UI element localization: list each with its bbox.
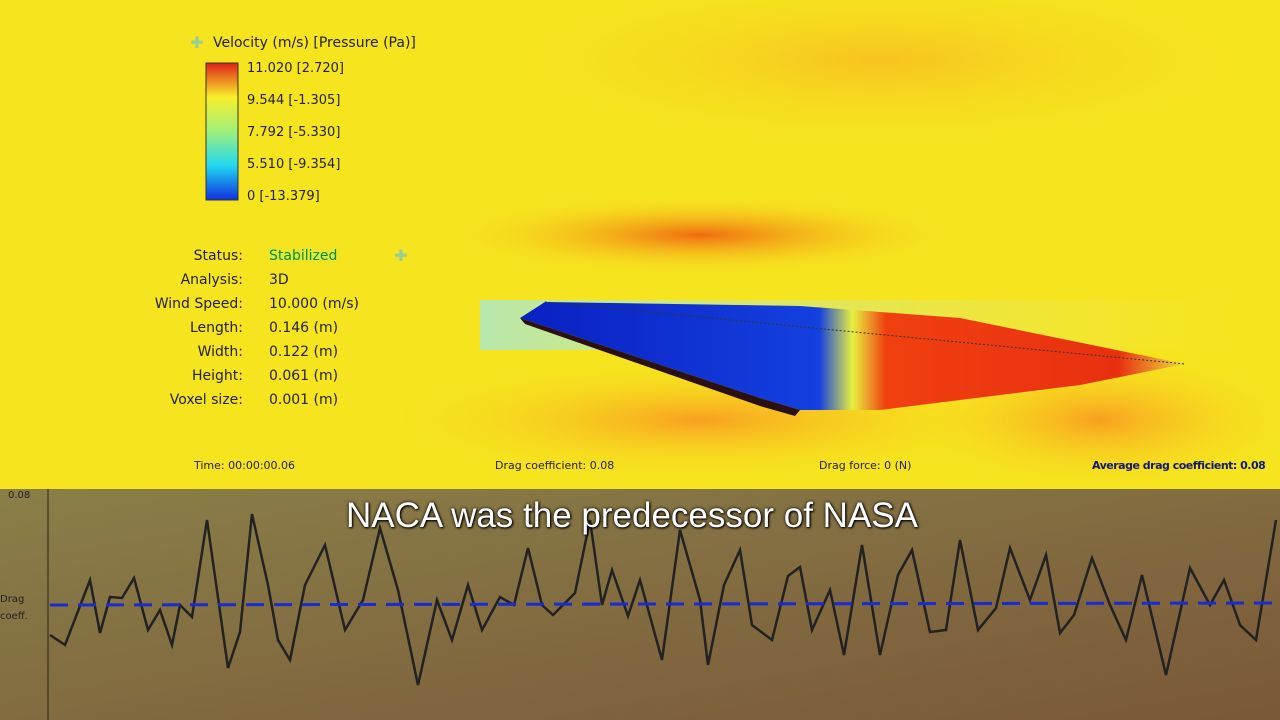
drag-trace <box>49 513 1278 686</box>
status-key: Status: <box>193 248 243 264</box>
status-key: Wind Speed: <box>154 296 243 312</box>
status-value: 0.001 (m) <box>269 392 339 408</box>
status-key: Length: <box>189 320 243 336</box>
graph-y-label: coeff. <box>0 611 28 622</box>
wing-edge <box>520 318 800 416</box>
status-value: 10.000 (m/s) <box>269 296 360 312</box>
status-value: 0.061 (m) <box>269 368 339 384</box>
legend-title: Velocity (m/s) [Pressure (Pa)] <box>213 35 416 51</box>
drag-force: Drag force: 0 (N) <box>819 459 912 472</box>
status-value: 3D <box>269 272 289 288</box>
status-key: Voxel size: <box>169 392 243 408</box>
time: Time: 00:00:00.06 <box>194 459 296 472</box>
graph-y-tick: 0.08 <box>8 490 31 501</box>
flow-region <box>440 195 960 275</box>
status-value: 0.146 (m) <box>269 320 339 336</box>
wing-surface <box>520 302 1185 410</box>
legend-label: 0 [-13.379] <box>247 189 320 204</box>
move-handle[interactable]: ✚ <box>190 33 203 52</box>
legend-label: 9.544 [-1.305] <box>247 93 341 108</box>
status-key: Width: <box>197 344 243 360</box>
legend-label: 7.792 [-5.330] <box>247 125 341 140</box>
drag-coefficient: Drag coefficient: 0.08 <box>495 459 615 472</box>
graph-y-label: Drag <box>0 594 25 605</box>
status-key: Height: <box>192 368 243 384</box>
color-scale <box>205 62 239 201</box>
move-handle[interactable]: ✚ <box>394 246 407 265</box>
status-value: 0.122 (m) <box>269 344 339 360</box>
average-drag: Average drag coefficient: 0.08 <box>1092 459 1266 472</box>
status-value: Stabilized <box>269 248 338 264</box>
wing-outline <box>544 301 1186 365</box>
status-key: Analysis: <box>180 272 243 288</box>
average-line <box>49 601 1280 607</box>
flow-region <box>480 0 1280 150</box>
legend-label: 5.510 [-9.354] <box>247 157 341 172</box>
legend-label: 11.020 [2.720] <box>247 61 344 76</box>
subtitle: NACA was the predecessor of NASA <box>346 496 918 535</box>
